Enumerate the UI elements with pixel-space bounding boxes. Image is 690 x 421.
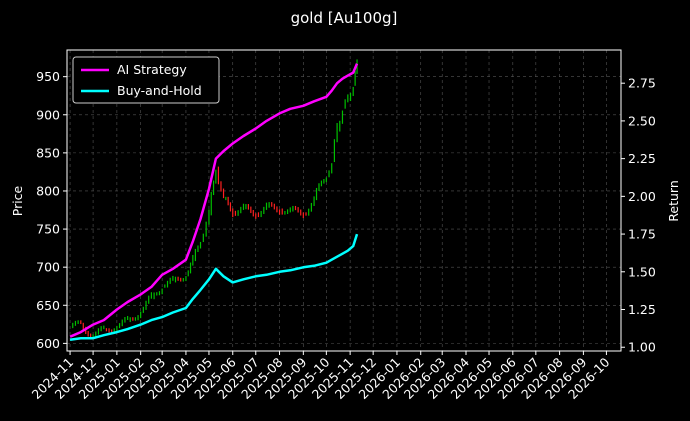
- y2-tick-label: 2.00: [628, 189, 656, 204]
- series-line-buy-and-hold: [69, 233, 359, 341]
- y-tick-label: 950: [36, 69, 60, 84]
- legend-label-ai-strategy: AI Strategy: [117, 62, 187, 77]
- y-tick-label: 850: [36, 145, 60, 160]
- plot-frame: [66, 49, 622, 352]
- y2-tick-label: 1.75: [628, 227, 656, 242]
- price-series: [72, 59, 358, 338]
- y-tick-label: 600: [36, 336, 60, 351]
- y-tick-label: 900: [36, 107, 60, 122]
- series-line-ai-strategy: [69, 63, 359, 338]
- y-tick-label: 750: [36, 222, 60, 237]
- legend-box: [72, 56, 220, 104]
- y2-tick-label: 1.00: [628, 340, 656, 355]
- y2-tick-label: 1.25: [628, 302, 656, 317]
- legend-label-buy-and-hold: Buy-and-Hold: [117, 83, 202, 98]
- return-series: [69, 63, 359, 341]
- y2-axis-label: Return: [666, 180, 681, 221]
- y2-tick-label: 1.50: [628, 264, 656, 279]
- chart-title: gold [Au100g]: [291, 9, 398, 27]
- y2-tick-label: 2.50: [628, 113, 656, 128]
- y2-tick-label: 2.75: [628, 76, 656, 91]
- y-tick-label: 700: [36, 260, 60, 275]
- y-tick-label: 800: [36, 183, 60, 198]
- y2-tick-label: 2.25: [628, 151, 656, 166]
- legend: AI Strategy Buy-and-Hold: [72, 56, 220, 104]
- y-axis-label: Price: [10, 185, 25, 216]
- y-tick-label: 650: [36, 298, 60, 313]
